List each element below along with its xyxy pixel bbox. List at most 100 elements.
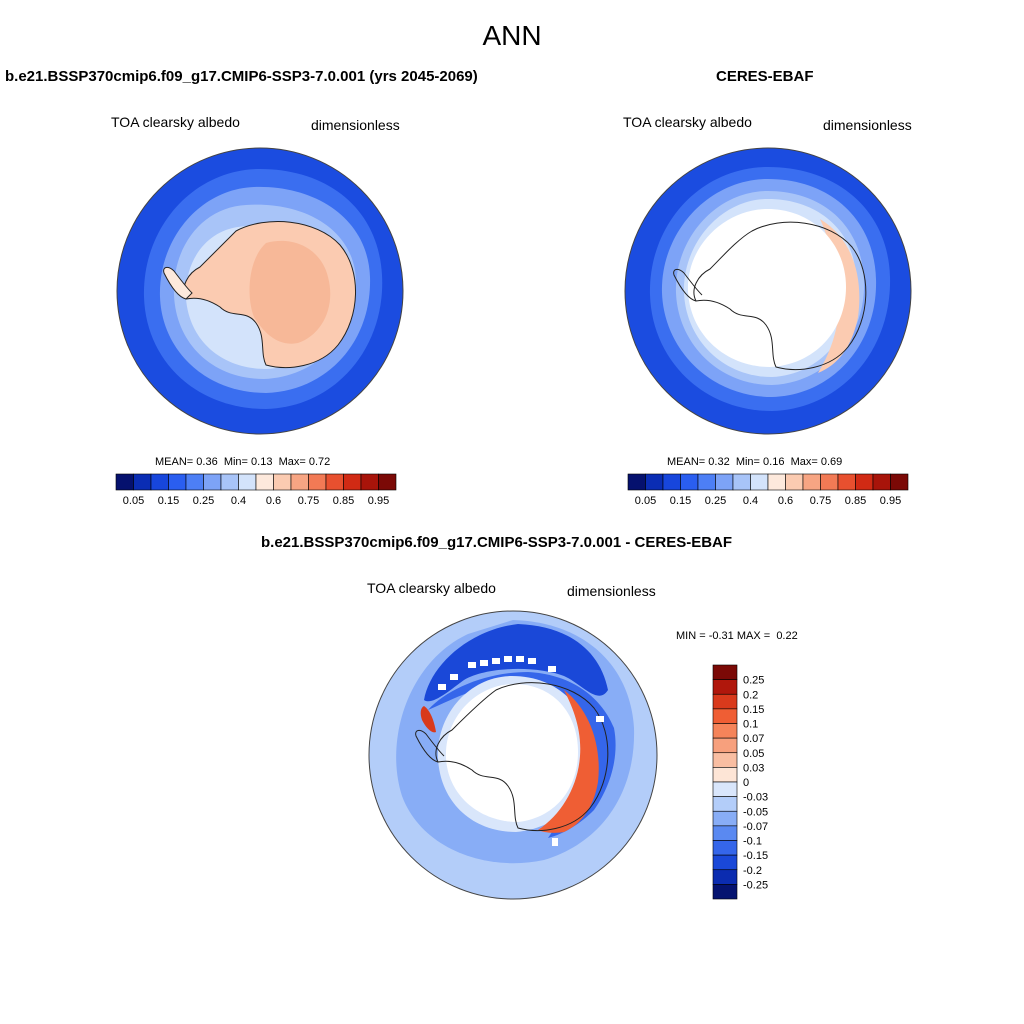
cb1-tick-label: 0.4 [231,495,246,507]
panel3-title: b.e21.BSSP370cmip6.f09_g17.CMIP6-SSP3-7.… [261,534,733,551]
p1-peninsula [163,266,193,300]
panel1-var-label: TOA clearsky albedo [111,114,240,130]
cb2-swatch-3 [680,473,699,491]
panel1-title: b.e21.BSSP370cmip6.f09_g17.CMIP6-SSP3-7.… [5,68,478,85]
cb1-swatch-2 [150,473,169,491]
cb1-swatch-4 [185,473,204,491]
cb3-swatch-3 [712,708,738,724]
cb2-swatch-8 [767,473,786,491]
p3-missing-data-marks [438,656,604,846]
cb2-tick-label: 0.85 [845,495,866,507]
cb3-swatch-12 [712,840,738,856]
panel2-stats: MEAN= 0.32 Min= 0.16 Max= 0.69 [667,456,842,468]
panel1-min-value: 0.13 [251,456,273,468]
cb1-swatch-9 [273,473,292,491]
panel1-stats: MEAN= 0.36 Min= 0.13 Max= 0.72 [155,456,330,468]
cb1-swatch-14 [360,473,379,491]
panel2-var-label: TOA clearsky albedo [623,114,752,130]
cb2-tick-label: 0.6 [778,495,793,507]
panel2-map [624,147,912,435]
cb3-tick-label: 0.2 [743,689,758,701]
cb3-swatch-7 [712,767,738,783]
panel1-map [116,147,404,435]
cb1-swatch-11 [308,473,327,491]
panel3-min-label: MIN = [676,630,706,642]
cb3-tick-label: 0.1 [743,719,758,731]
panel2-min-label: Min= [735,456,760,468]
p2-ice-warm [818,219,860,373]
panel1-colorbar: 0.05 0.15 0.25 0.4 0.6 0.75 0.85 0.95 [115,473,397,507]
cb3-swatch-13 [712,854,738,871]
cb3-tick-label: 0.15 [743,704,764,716]
cb2-swatch-11 [820,473,839,491]
p2-peninsula [673,268,703,302]
cb1-tick-label: 0.95 [368,495,389,507]
cb1-swatch-8 [255,473,274,491]
panel1-mean-value: 0.36 [196,456,218,468]
cb2-swatch-10 [802,473,821,491]
panel3-max-label: MAX = [736,630,771,642]
p3-ring-dark [424,624,608,702]
p2-antarctica-outline [693,221,867,370]
cb1-swatch-6 [220,473,239,491]
cb1-swatch-12 [325,473,344,491]
cb3-tick-label: 0.25 [743,675,764,687]
cb2-swatch-5 [715,473,734,491]
cb2-swatch-7 [750,473,769,491]
panel2-min-value: 0.16 [763,456,785,468]
panel2-mean-label: MEAN= [667,456,706,468]
cb1-swatch-3 [168,473,187,491]
panel2-max-value: 0.69 [820,456,843,468]
panel3-min-value: -0.31 [708,630,734,642]
cb2-swatch-14 [872,473,891,491]
cb2-swatch-6 [732,473,751,491]
panel3-map [368,610,658,900]
cb3-swatch-11 [712,825,738,841]
cb3-swatch-5 [712,737,738,754]
cb3-tick-label: -0.1 [743,836,762,848]
cb2-swatch-9 [785,473,804,491]
cb2-tick-label: 0.4 [743,495,758,507]
panel1-max-label: Max= [278,456,306,468]
panel1-units: dimensionless [311,117,400,133]
panel1-min-label: Min= [223,456,248,468]
cb2-swatch-0 [627,473,646,491]
cb3-tick-label: -0.2 [743,865,762,877]
cb3-tick-label: 0.05 [743,748,764,760]
cb3-swatch-10 [712,810,738,827]
cb2-tick-label: 0.05 [635,495,656,507]
p3-white-center [445,684,578,822]
cb2-swatch-2 [662,473,681,491]
cb2-tick-label: 0.95 [880,495,901,507]
main-title: ANN [482,20,542,51]
cb2-tick-label: 0.15 [670,495,691,507]
panel2-mean-value: 0.32 [708,456,730,468]
cb1-swatch-10 [290,473,309,491]
cb3-tick-label: 0.03 [743,762,764,774]
cb3-swatch-2 [712,693,738,710]
cb3-swatch-6 [712,752,738,768]
panel3-units: dimensionless [567,583,656,599]
cb2-tick-label: 0.75 [810,495,831,507]
cb3-tick-label: -0.15 [743,850,768,862]
cb1-tick-label: 0.05 [123,495,144,507]
cb3-tick-label: 0.07 [743,733,764,745]
cb2-swatch-13 [855,473,874,491]
panel2-title: CERES-EBAF [716,68,814,85]
cb1-swatch-7 [238,473,257,491]
cb1-tick-label: 0.6 [266,495,281,507]
cb3-swatch-1 [712,679,738,695]
p2-white-center [687,209,846,367]
cb1-tick-label: 0.85 [333,495,354,507]
cb3-tick-label: -0.25 [743,879,768,891]
cb1-swatch-1 [133,473,152,491]
panel2-colorbar: 0.05 0.15 0.25 0.4 0.6 0.75 0.85 0.95 [627,473,909,507]
cb3-swatch-4 [712,723,738,739]
panel3-max-value: 0.22 [776,630,798,642]
cb2-swatch-4 [697,473,716,491]
panel1-max-value: 0.72 [308,456,331,468]
p3-peninsula-outline [415,729,445,763]
cb3-swatch-9 [712,796,738,812]
cb2-tick-label: 0.25 [705,495,726,507]
cb3-swatch-14 [712,869,738,885]
